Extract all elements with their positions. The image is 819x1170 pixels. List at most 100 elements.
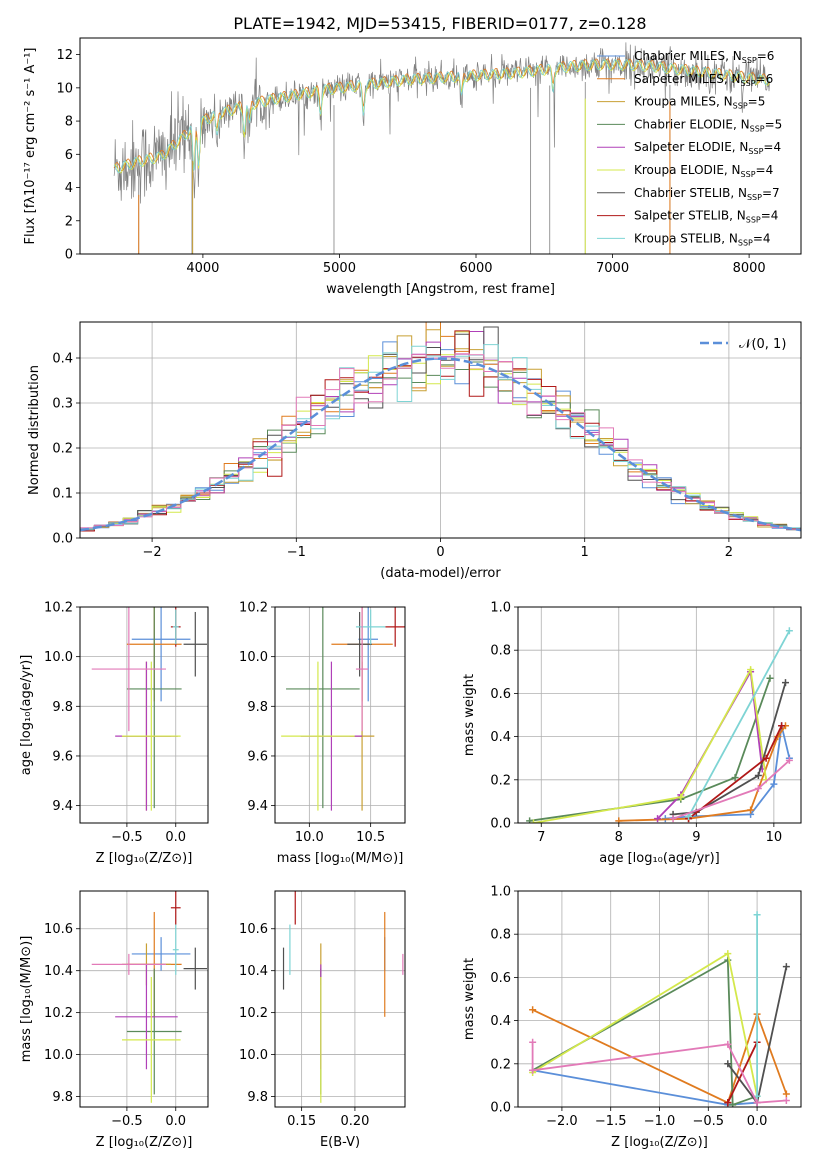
weight_vs_age-panel: 7 8 9 10 0.0 0.2 0.4 0.6 0.8 1.0 age [log₁₀(age/yr… (462, 601, 802, 866)
x-tick-label: 1 (581, 545, 589, 560)
weight-marker-salpeter_elodie (654, 815, 662, 823)
gridlines (275, 891, 405, 1107)
legend-label-sub: SSP (748, 147, 763, 156)
y-tick-label: 2 (65, 214, 73, 229)
x-tick-label: 0 (436, 545, 444, 560)
observed-spectrum (113, 42, 770, 204)
legend-label-tail: =6 (757, 49, 775, 63)
model-spectrum-kroupa_elodie (113, 59, 770, 174)
y-tick-label: 8 (65, 115, 73, 130)
weight-marker-pink (529, 1038, 537, 1046)
gridlines (518, 606, 801, 824)
legend-label-main: Chabrier MILES, N (634, 49, 742, 63)
axes-frame (79, 606, 209, 824)
legend-label-tail: =6 (756, 72, 774, 86)
histogram-kroupa_stelib (80, 344, 801, 530)
weight-marker-kroupa_elodie (747, 666, 755, 674)
x-tick-label: 4000 (186, 261, 219, 276)
y-tick-label: 9.8 (247, 1090, 268, 1105)
weight-marker-salpeter_stelib (762, 754, 770, 762)
weight_vs_Z-panel: −2.0 −1.5 −1.0 −0.5 0.0 0.0 0.2 0.4 0.6 0.8 1.0 Z [… (462, 885, 802, 1150)
y-tick-label: 0.8 (490, 928, 511, 943)
legend-label: 𝒩(0, 1) (739, 337, 786, 352)
axes-frame (274, 890, 406, 1108)
y-axis-label: Normed distribution (27, 365, 42, 495)
legend-label: Kroupa MILES, NSSP=5 (634, 95, 765, 111)
legend-label-tail: =4 (756, 163, 774, 177)
y-tick-label: 0.0 (52, 532, 73, 547)
gaussian-curve (80, 357, 801, 532)
weight-marker-pink (753, 1099, 761, 1107)
legend-label-sub: SSP (746, 216, 761, 225)
legend-label: Salpeter MILES, NSSP=6 (634, 72, 773, 88)
y-tick-label: 9.8 (52, 700, 73, 715)
error-bars (282, 891, 404, 1103)
x-axis-label: Z [log₁₀(Z/Z⊙)] (96, 1135, 193, 1150)
weight-marker-chabrier_elodie (729, 1101, 737, 1107)
x-tick-label: 10.0 (295, 830, 324, 845)
y-tick-label: 10.4 (239, 964, 268, 979)
legend-label-tail: =4 (761, 209, 779, 223)
y-tick-label: 0.0 (490, 1101, 511, 1116)
x-tick-label: −0.5 (111, 1114, 143, 1129)
legend-label-main: Chabrier STELIB, N (634, 186, 747, 200)
weight-line-pink (672, 759, 791, 820)
histograms (80, 322, 801, 532)
weight-marker-salpeter_stelib (724, 1099, 732, 1107)
spectrum-panel: 4000 5000 6000 7000 8000 0 2 4 6 8 10 12 wavelength … (23, 37, 802, 297)
x-tick-label: −1 (287, 545, 306, 560)
x-tick-label: 2 (725, 545, 733, 560)
legend-label-tail: =4 (763, 140, 781, 154)
legend-label-main: Kroupa STELIB, N (634, 231, 738, 245)
y-tick-label: 10.6 (44, 922, 73, 937)
weight-marker-kroupa_elodie (724, 950, 732, 958)
y-axis-label: mass [log₁₀(M/M⊙)] (19, 936, 34, 1063)
x-tick-label: −2.0 (546, 1114, 578, 1129)
y-tick-label: 9.6 (247, 749, 268, 764)
weight-marker-kroupa_elodie (677, 793, 685, 801)
y-tick-label: 10 (56, 81, 73, 96)
weight-marker-chabrier_stelib (724, 1060, 732, 1068)
y-tick-label: 0.2 (490, 1057, 511, 1072)
mass_vs_ebv-panel: 0.15 0.20 9.8 10.0 10.2 10.4 10.6 E(B-V) (239, 890, 406, 1150)
weight-marker-salpeter_miles (529, 1006, 537, 1014)
y-tick-label: 9.8 (247, 700, 268, 715)
y-tick-label: 0.3 (52, 397, 73, 412)
legend-label-sub: SSP (742, 56, 757, 65)
figure-title: PLATE=1942, MJD=53415, FIBERID=0177, z=0… (233, 14, 646, 33)
legend-label-sub: SSP (750, 124, 765, 133)
legend-label: Chabrier MILES, NSSP=6 (634, 49, 774, 65)
weight-marker-chabrier_elodie (526, 817, 534, 823)
weight-marker-pink (782, 1097, 790, 1105)
weight-marker-pink (785, 756, 793, 764)
y-axis-label: age [log₁₀(age/yr)] (19, 655, 34, 776)
y-axis-label: mass weight (462, 674, 477, 756)
y-tick-label: 9.6 (52, 749, 73, 764)
axes-frame (79, 37, 802, 255)
weight-marker-chabrier_stelib (781, 679, 789, 687)
y-tick-label: 9.4 (247, 799, 268, 814)
x-tick-label: −2 (143, 545, 162, 560)
x-axis-label: Z [log₁₀(Z/Z⊙)] (611, 1135, 708, 1150)
legend-label: Salpeter STELIB, NSSP=4 (634, 209, 778, 225)
spectrum-lines (113, 42, 770, 254)
y-tick-label: 0.6 (490, 971, 511, 986)
x-axis-label: Z [log₁₀(Z/Z⊙)] (96, 851, 193, 866)
x-tick-label: 0.0 (165, 830, 186, 845)
x-tick-label: −1.0 (644, 1114, 676, 1129)
x-tick-label: 10 (766, 830, 783, 845)
axes-frame (79, 321, 802, 539)
legend-label: Chabrier STELIB, NSSP=7 (634, 186, 780, 202)
y-tick-label: 10.2 (44, 1006, 73, 1021)
x-tick-label: −1.5 (595, 1114, 627, 1129)
legend-label: Kroupa ELODIE, NSSP=4 (634, 163, 773, 179)
x-axis-label: E(B-V) (320, 1135, 360, 1150)
y-tick-label: 10.0 (239, 1048, 268, 1063)
age_vs_mass-panel: 10.0 10.5 9.4 9.6 9.8 10.0 10.2 mass [log₁₀(M/M… (239, 601, 406, 866)
weight-marker-kroupa_elodie (530, 819, 538, 823)
weight-marker-pink (754, 784, 762, 792)
x-tick-label: 6000 (459, 261, 492, 276)
weight-marker-salpeter_miles (782, 1090, 790, 1098)
weight-marker-salpeter_stelib (778, 722, 786, 730)
legend-label-main: Kroupa MILES, N (634, 95, 733, 109)
